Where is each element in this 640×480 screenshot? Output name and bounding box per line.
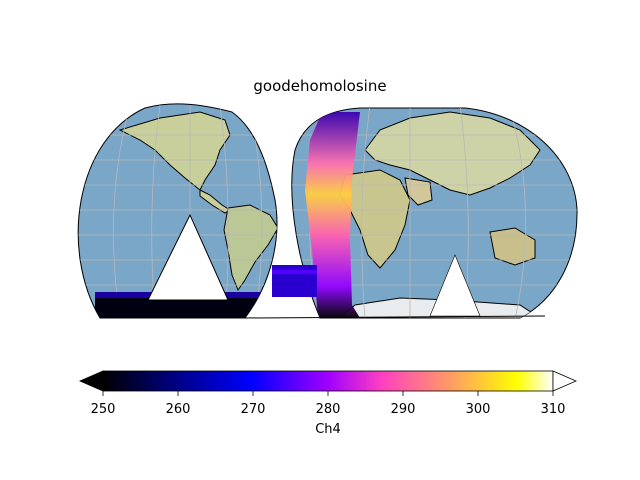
ocean-west (77, 103, 278, 319)
colorbar-ticks (102, 391, 554, 396)
map-bottom-edge (244, 315, 546, 319)
south-america-land (223, 204, 277, 292)
data-swath-south-west (95, 298, 275, 319)
australia-land (489, 227, 536, 266)
colorbar-tick-label: 280 (315, 402, 341, 417)
colorbar-tick-label: 250 (90, 402, 116, 417)
colorbar-extend-min (78, 370, 104, 392)
colorbar-tick-label: 310 (540, 402, 566, 417)
data-swath-atlantic (305, 112, 360, 318)
colorbar-extend-max (552, 370, 578, 392)
map-title: goodehomolosine (253, 77, 387, 95)
interruption-gap-west (147, 213, 229, 301)
colorbar-tick-label: 270 (240, 402, 266, 417)
colorbar-tick-label: 290 (390, 402, 416, 417)
west-map-lobe (77, 103, 278, 319)
interruption-gap-east (429, 254, 481, 317)
colorbar-label: Ch4 (315, 422, 341, 437)
colorbar-tick-label: 260 (165, 402, 191, 417)
north-america-land (118, 111, 231, 191)
colorbar-tick-label: 300 (465, 402, 491, 417)
colorbar-gradient (102, 370, 554, 392)
eurasia-land (364, 111, 541, 196)
east-map-lobe (291, 107, 578, 319)
